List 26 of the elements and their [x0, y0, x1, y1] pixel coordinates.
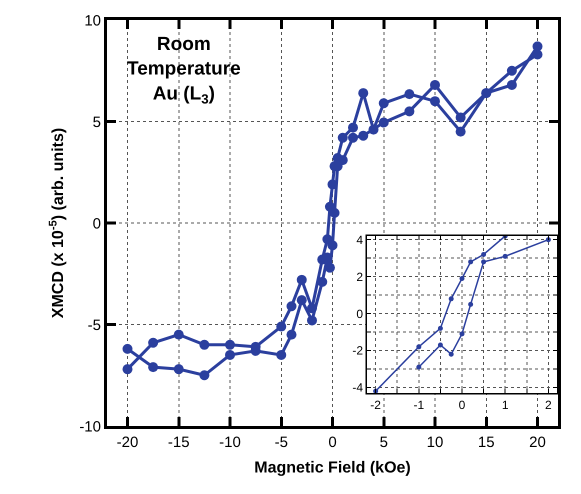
x-tick-label: 10 [426, 434, 444, 451]
x-tick-label: -20 [116, 434, 138, 451]
x-tick-label: 20 [529, 434, 546, 451]
x-tick-label: -5 [274, 434, 288, 451]
y-tick-label: 4 [356, 232, 364, 247]
x-tick-label: 0 [458, 398, 466, 412]
x-tick-label: 15 [478, 434, 495, 451]
x-tick-label: 5 [380, 434, 388, 451]
x-tick-label: 0 [328, 434, 337, 451]
x-tick-label: -2 [370, 398, 382, 412]
y-tick-label: 0 [92, 215, 101, 232]
y-tick-label: -5 [88, 316, 101, 334]
x-tick-label: 1 [502, 398, 509, 412]
annotation: Room Temperature Au (L$_{3}$) [127, 34, 241, 106]
y-tick-label: -4 [352, 380, 364, 395]
x-tick-label: -10 [219, 434, 241, 451]
x-tick-label: 2 [545, 398, 552, 412]
x-tick-label: -15 [168, 434, 190, 451]
x-axis-title: Magnetic Field (kOe) [254, 460, 411, 477]
y-tick-label: 2 [356, 270, 364, 284]
y-tick-label: 10 [84, 12, 101, 30]
y-tick-label: 5 [92, 114, 101, 131]
x-tick-label: -1 [413, 398, 424, 412]
y-tick-label: -2 [352, 344, 364, 358]
y-tick-label: 0 [356, 306, 364, 321]
y-tick-label: -10 [79, 418, 101, 436]
